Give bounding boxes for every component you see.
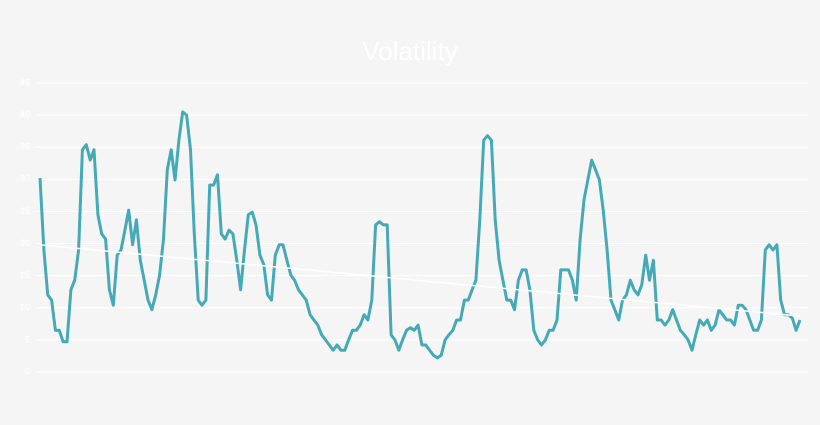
- y-tick-label: 5: [25, 334, 30, 344]
- y-tick-label: 45: [20, 77, 30, 87]
- data-line: [38, 110, 802, 360]
- y-tick-label: 0: [25, 366, 30, 376]
- y-tick-label: 40: [20, 109, 30, 119]
- y-tick-label: 10: [20, 302, 30, 312]
- y-tick-label: 30: [20, 174, 30, 184]
- y-tick-label: 20: [20, 238, 30, 248]
- chart-title: Volatility: [362, 36, 457, 66]
- trend-line: [39, 244, 801, 317]
- y-tick-label: 15: [20, 270, 30, 280]
- y-tick-label: 35: [20, 142, 30, 152]
- y-tick-label: 25: [20, 206, 30, 216]
